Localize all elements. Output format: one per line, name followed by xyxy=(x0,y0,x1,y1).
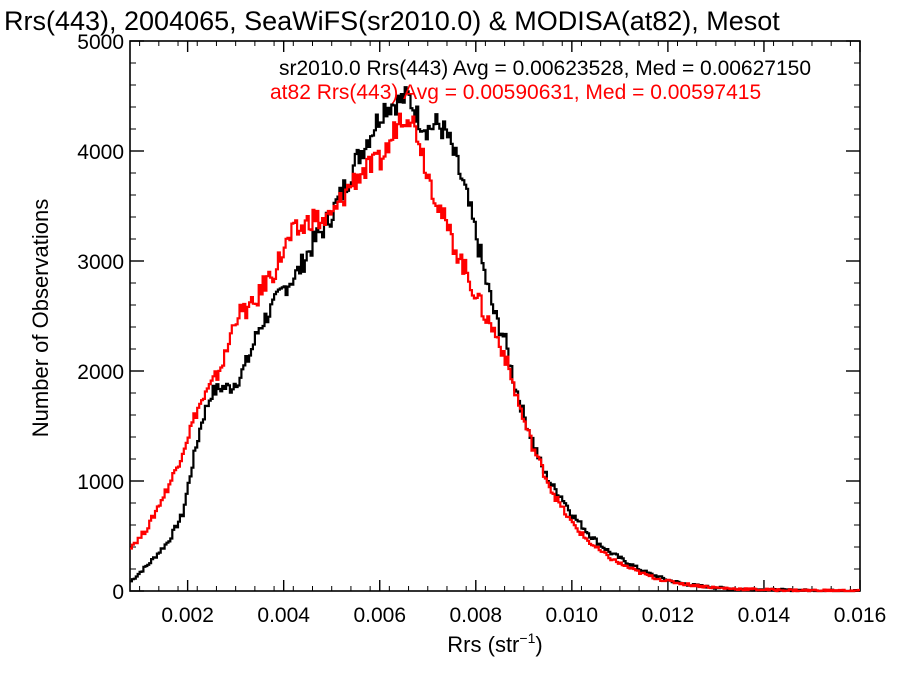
x-tick-label: 0.010 xyxy=(546,604,599,627)
y-axis-label: Number of Observations xyxy=(28,199,53,437)
y-tick-label: 4000 xyxy=(77,141,124,164)
x-axis-label-end: ) xyxy=(535,632,542,657)
y-tick-label: 2000 xyxy=(77,361,124,384)
y-tick-label: 3000 xyxy=(77,251,124,274)
plot-frame xyxy=(129,40,861,592)
x-tick-label: 0.014 xyxy=(738,604,791,627)
series-line-at82 xyxy=(130,112,860,593)
legend-entry-sr2010: sr2010.0 Rrs(443) Avg = 0.00623528, Med … xyxy=(279,57,811,80)
legend-entry-at82: at82 Rrs(443) Avg = 0.00590631, Med = 0.… xyxy=(270,81,761,104)
series-line-sr20100 xyxy=(130,86,860,593)
x-axis-label: Rrs (str−1) xyxy=(447,630,542,657)
x-tick-label: 0.016 xyxy=(834,604,887,627)
y-tick-label: 0 xyxy=(112,581,124,604)
x-axis-label-superscript: −1 xyxy=(519,630,535,646)
x-axis-label-main: Rrs (str xyxy=(447,632,519,657)
x-tick-label: 0.008 xyxy=(450,604,503,627)
x-tick-label: 0.006 xyxy=(353,604,406,627)
x-tick-label: 0.002 xyxy=(161,604,214,627)
chart-title: Rrs(443), 2004065, SeaWiFS(sr2010.0) & M… xyxy=(4,6,780,36)
x-tick-label: 0.012 xyxy=(642,604,695,627)
y-tick-label: 1000 xyxy=(77,471,124,494)
x-tick-label: 0.004 xyxy=(257,604,310,627)
axis-ticks: 0.002 0.004 0.006 0.008 0.010 0.012 0.014 0.016… xyxy=(77,31,886,627)
y-tick-label: 5000 xyxy=(77,31,124,54)
series-lines xyxy=(130,86,860,593)
